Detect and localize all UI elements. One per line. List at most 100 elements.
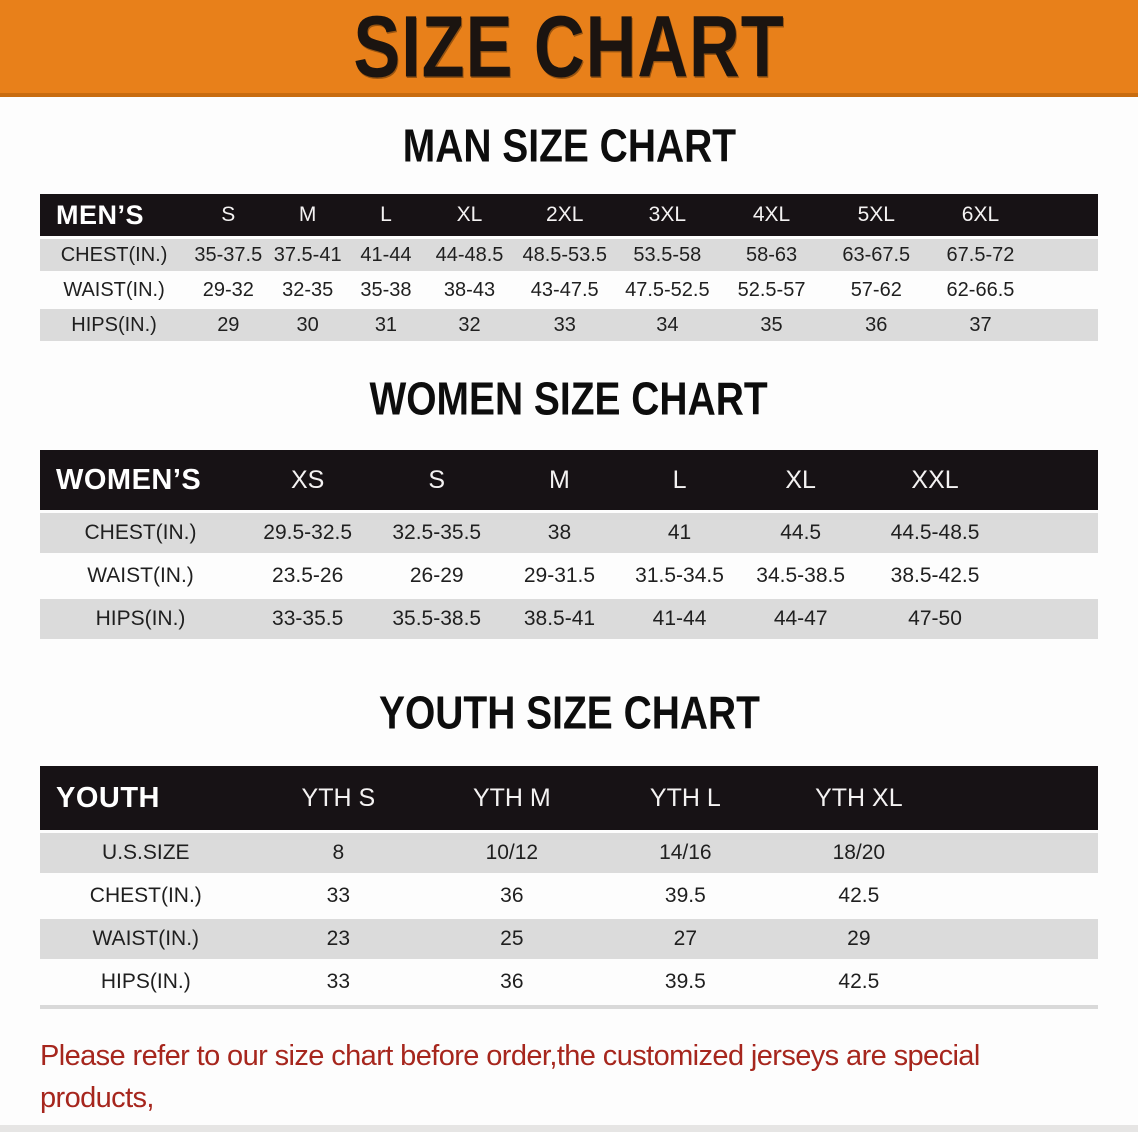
table-row: HIPS(IN.) 33-35.5 35.5-38.5 38.5-41 41-4…	[40, 599, 1098, 639]
men-size-table: MEN’S S M L XL 2XL 3XL 4XL 5XL 6XL CHEST…	[40, 191, 1098, 344]
size-col-header: L	[380, 203, 392, 226]
size-col-header: 4XL	[752, 203, 791, 226]
men-section-heading: MAN SIZE CHART	[402, 120, 736, 172]
cell: 31	[374, 313, 398, 336]
cell: 29-32	[202, 278, 254, 301]
youth-table-bottom-line	[40, 1005, 1098, 1009]
cell: 48.5-53.5	[522, 243, 607, 266]
filler-cell	[1032, 309, 1098, 341]
table-row: CHEST(IN.) 33 36 39.5 42.5	[40, 876, 1098, 916]
cell: 58-63	[745, 243, 798, 266]
cell: 35-38	[360, 278, 412, 301]
cell: 29-31.5	[523, 564, 596, 587]
cell: 57-62	[850, 278, 902, 301]
filler-cell	[946, 876, 1098, 916]
cell: 33	[326, 884, 351, 907]
disclaimer-text: Please refer to our size chart before or…	[40, 1035, 1098, 1132]
cell: 43-47.5	[530, 278, 599, 301]
filler-cell	[946, 962, 1098, 1002]
cell: 38	[547, 521, 572, 544]
filler-cell	[946, 833, 1098, 873]
women-table-wrap: WOMEN’S XS S M L XL XXL CHEST(IN.) 29.5-…	[0, 447, 1138, 642]
cell: 44-48.5	[435, 243, 504, 266]
cell: 41	[667, 521, 692, 544]
size-col-header: L	[672, 465, 687, 494]
size-col-header: XS	[290, 465, 325, 494]
cell: 39.5	[664, 884, 706, 907]
youth-table-wrap: YOUTH YTH S YTH M YTH L YTH XL U.S.SIZE …	[0, 763, 1138, 1005]
cell: 38.5-41	[523, 607, 596, 630]
filler-cell	[1008, 556, 1098, 596]
row-label: HIPS(IN.)	[95, 607, 186, 630]
cell: 26-29	[409, 564, 464, 587]
cell: 42.5	[838, 970, 880, 993]
cell: 47-50	[908, 607, 962, 630]
men-table-title: MEN’S	[56, 199, 145, 230]
table-row: U.S.SIZE 8 10/12 14/16 18/20	[40, 833, 1098, 873]
cell: 31.5-34.5	[635, 564, 724, 587]
cell: 36	[500, 970, 524, 993]
row-label: HIPS(IN.)	[71, 313, 157, 336]
table-row: WAIST(IN.) 23.5-26 26-29 29-31.5 31.5-34…	[40, 556, 1098, 596]
cell: 14/16	[659, 841, 712, 864]
youth-table-title: YOUTH	[56, 781, 160, 814]
row-label: CHEST(IN.)	[84, 521, 197, 544]
cell: 67.5-72	[946, 243, 1015, 266]
cell: 33-35.5	[272, 607, 344, 630]
size-col-header: XXL	[911, 465, 959, 494]
cell: 35	[760, 313, 783, 336]
cell: 41-44	[360, 243, 412, 266]
cell: 52.5-57	[737, 278, 806, 301]
filler-cell	[946, 919, 1098, 959]
cell: 35-37.5	[194, 243, 263, 266]
men-header-row: MEN’S S M L XL 2XL 3XL 4XL 5XL 6XL	[40, 194, 1098, 236]
cell: 34.5-38.5	[756, 564, 846, 587]
cell: 47.5-52.5	[625, 278, 710, 301]
size-col-header: 3XL	[648, 203, 687, 226]
size-col-header: XL	[785, 465, 816, 494]
row-label: WAIST(IN.)	[63, 278, 165, 301]
size-col-header: YTH S	[301, 783, 376, 812]
cell: 23.5-26	[272, 564, 344, 587]
row-label: WAIST(IN.)	[87, 564, 194, 587]
cell: 29	[217, 313, 240, 336]
table-row: WAIST(IN.) 23 25 27 29	[40, 919, 1098, 959]
cell: 32	[458, 313, 481, 336]
row-label: U.S.SIZE	[102, 841, 190, 864]
cell: 32-35	[282, 278, 334, 301]
youth-size-table: YOUTH YTH S YTH M YTH L YTH XL U.S.SIZE …	[40, 763, 1098, 1005]
cell: 44.5	[780, 521, 822, 544]
size-chart-banner: SIZE CHART	[0, 0, 1138, 97]
cell: 27	[673, 927, 698, 950]
cell: 18/20	[832, 841, 886, 864]
filler-cell	[1008, 599, 1098, 639]
cell: 38.5-42.5	[890, 564, 980, 587]
size-col-header: 5XL	[857, 203, 895, 226]
table-row: HIPS(IN.) 33 36 39.5 42.5	[40, 962, 1098, 1002]
cell: 42.5	[838, 884, 880, 907]
size-col-header: XL	[456, 203, 483, 226]
size-col-header: M	[298, 203, 317, 226]
table-row: CHEST(IN.) 29.5-32.5 32.5-35.5 38 41 44.…	[40, 513, 1098, 553]
size-col-header: YTH XL	[815, 783, 903, 812]
size-col-header: M	[549, 465, 570, 494]
men-table-wrap: MEN’S S M L XL 2XL 3XL 4XL 5XL 6XL CHEST…	[0, 191, 1138, 344]
women-section-heading: WOMEN SIZE CHART	[369, 373, 769, 425]
cell: 33	[326, 970, 351, 993]
filler-cell	[1032, 239, 1098, 271]
size-col-header: S	[221, 203, 236, 226]
bottom-edge-strip	[0, 1125, 1138, 1132]
women-header-row: WOMEN’S XS S M L XL XXL	[40, 450, 1098, 510]
cell: 25	[500, 927, 524, 950]
cell: 37	[969, 313, 992, 336]
row-label: WAIST(IN.)	[92, 927, 200, 950]
size-col-header: S	[428, 465, 446, 494]
banner-title: SIZE CHART	[353, 0, 785, 96]
cell: 30	[296, 313, 319, 336]
filler-cell	[1032, 274, 1098, 306]
cell: 41-44	[652, 607, 707, 630]
cell: 37.5-41	[273, 243, 342, 266]
cell: 35.5-38.5	[392, 607, 482, 630]
table-row: CHEST(IN.) 35-37.5 37.5-41 41-44 44-48.5…	[40, 239, 1098, 271]
filler-col	[946, 766, 1098, 830]
